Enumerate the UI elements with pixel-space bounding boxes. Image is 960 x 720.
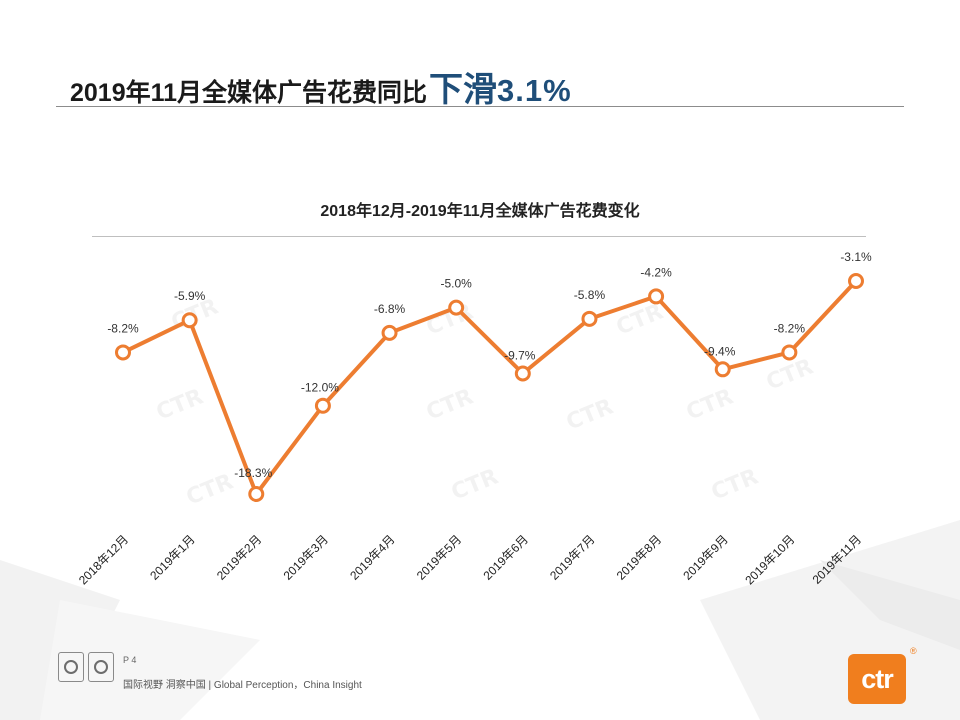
data-label-3: -18.3% (234, 466, 272, 480)
data-point-4 (314, 397, 331, 414)
line-chart: CTRCTRCTRCTRCTRCTRCTRCTRCTRCTRCTR -8.2%-… (76, 250, 872, 587)
x-tick-label-2: 2019年1月 (147, 532, 197, 582)
x-axis-tick-labels: 2018年12月 2019年1月 2019年2月 2019年3月 2019年4月 2019… (76, 532, 864, 587)
title-divider (56, 106, 904, 107)
data-label-5: -6.8% (374, 302, 406, 316)
data-label-11: -8.2% (774, 321, 806, 335)
watermark-text: CTR (563, 394, 617, 435)
page-number: P 4 (123, 655, 137, 665)
watermark-text: CTR (613, 299, 667, 340)
ukas-logo-icon (88, 652, 114, 682)
watermark-text: CTR (708, 464, 762, 505)
watermark-text: CTR (448, 464, 502, 505)
x-tick-label-11: 2019年10月 (742, 532, 797, 587)
data-point-1 (115, 344, 131, 361)
page-title: 2019年11月全媒体广告花费同比下滑3.1% (70, 62, 572, 111)
data-point-2 (181, 312, 198, 329)
x-tick-label-9: 2019年8月 (614, 532, 664, 582)
ctr-logo: ctr (848, 654, 906, 704)
watermark-text: CTR (423, 384, 477, 425)
watermark-text: CTR (683, 384, 737, 425)
data-point-3 (248, 486, 265, 502)
data-labels: -8.2% -5.9% -18.3% -12.0% -6.8% -5.0% -9.7% -5.… (107, 250, 872, 480)
chart-title-divider (92, 236, 866, 237)
x-tick-label-4: 2019年3月 (281, 532, 331, 582)
data-label-8: -5.8% (574, 288, 606, 302)
x-tick-label-6: 2019年5月 (414, 532, 464, 582)
watermark-text: CTR (183, 469, 237, 510)
series-markers (115, 273, 864, 502)
x-tick-label-1: 2018年12月 (76, 532, 131, 587)
registered-mark: ® (910, 646, 917, 656)
watermark-text: CTR (763, 354, 817, 395)
data-label-2: -5.9% (174, 289, 206, 303)
data-point-9 (648, 288, 665, 305)
x-tick-label-8: 2019年7月 (547, 532, 597, 582)
x-tick-label-7: 2019年6月 (480, 532, 530, 582)
data-point-5 (381, 324, 398, 341)
data-point-8 (581, 310, 598, 327)
data-label-9: -4.2% (640, 265, 672, 279)
data-label-6: -5.0% (441, 277, 473, 291)
page-title-value: 3.1% (497, 73, 572, 108)
data-point-11 (781, 344, 798, 361)
series-line (121, 279, 858, 496)
data-point-10 (714, 361, 731, 378)
certification-logos (58, 652, 114, 682)
watermark-text: CTR (153, 384, 207, 425)
x-tick-label-5: 2019年4月 (347, 532, 397, 582)
x-tick-label-3: 2019年2月 (214, 532, 264, 582)
data-label-12: -3.1% (840, 250, 872, 264)
data-label-10: -9.4% (704, 344, 736, 358)
data-label-7: -9.7% (504, 348, 536, 362)
page-title-main: 2019年11月全媒体广告花费同比 (70, 79, 428, 107)
x-tick-label-10: 2019年9月 (680, 532, 730, 582)
footer-slogan: 国际视野 洞察中国 | Global Perception，China Insi… (123, 680, 362, 691)
data-point-6 (448, 299, 465, 316)
data-label-1: -8.2% (107, 321, 139, 335)
page-title-emphasis: 下滑 (429, 71, 498, 109)
data-label-4: -12.0% (301, 381, 339, 395)
chart-title: 2018年12月-2019年11月全媒体广告花费变化 (320, 203, 640, 220)
certification-logo-icon (58, 652, 84, 682)
data-point-7 (514, 365, 531, 382)
x-tick-label-12: 2019年11月 (810, 532, 865, 587)
data-point-12 (848, 273, 864, 289)
